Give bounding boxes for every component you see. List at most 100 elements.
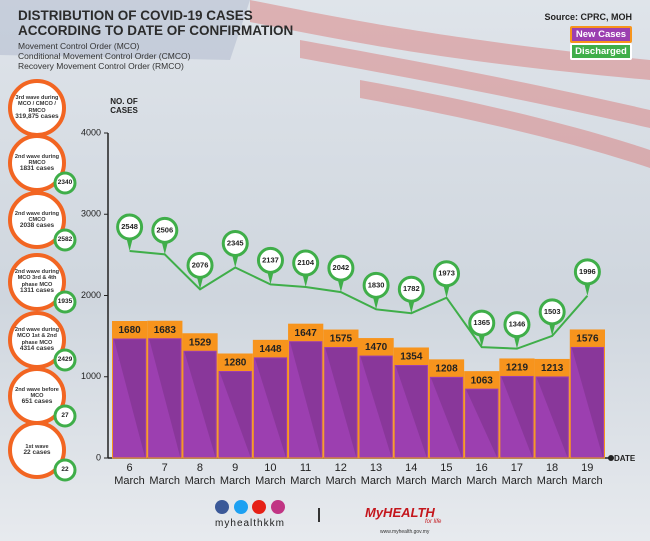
x-tick-label: 17 March bbox=[501, 462, 533, 487]
wave-info: 1st wave 22 cases bbox=[13, 444, 61, 457]
point bbox=[116, 213, 144, 241]
wave-cases: 22 cases bbox=[23, 448, 51, 456]
bar-value-label: 1063 bbox=[471, 375, 494, 386]
x-tick-label: 11 March bbox=[290, 462, 321, 487]
point bbox=[503, 311, 531, 339]
discharged-badge bbox=[53, 228, 77, 252]
bar-label-box bbox=[147, 321, 182, 339]
bar bbox=[323, 329, 359, 459]
discharged-badge bbox=[53, 458, 77, 482]
x-tick-label: 8 March bbox=[184, 462, 216, 487]
bar-value-label: 1470 bbox=[365, 342, 388, 353]
bar-label-box bbox=[253, 340, 288, 358]
bar-value-label: 1208 bbox=[435, 363, 458, 374]
wave-cases: 1831 cases bbox=[19, 165, 55, 173]
bar-value-label: 1680 bbox=[118, 325, 141, 336]
x-tick-label: 15 March bbox=[431, 462, 462, 487]
point bbox=[538, 298, 566, 326]
point-label: 2548 bbox=[121, 222, 138, 231]
bar-shade bbox=[149, 339, 181, 458]
bar-label-box bbox=[323, 330, 358, 348]
wave-cases: 651 cases bbox=[21, 398, 53, 406]
point bbox=[151, 216, 179, 244]
bar-label-box bbox=[535, 359, 570, 377]
point-label: 1782 bbox=[403, 284, 420, 293]
point-label: 2042 bbox=[333, 263, 350, 272]
x-tick-label: 16 March bbox=[466, 462, 497, 487]
bar-shade bbox=[219, 372, 251, 458]
bar-shade bbox=[360, 356, 392, 458]
discharged-badge bbox=[53, 348, 77, 372]
point-label: 2345 bbox=[227, 238, 244, 247]
y-axis-label: NO. OF CASES bbox=[110, 97, 138, 115]
discharged-value: 2429 bbox=[57, 356, 73, 363]
wave-info: 2nd wave before MCO 651 cases bbox=[13, 387, 61, 406]
point-label: 1503 bbox=[544, 307, 561, 316]
title: ACCORDING TO DATE OF CONFIRMATION bbox=[18, 23, 294, 38]
x-tick-label: 19 March bbox=[572, 462, 603, 487]
legend-item: New Cases bbox=[570, 26, 632, 43]
bar-label-box bbox=[182, 333, 218, 351]
axis-end bbox=[608, 455, 614, 461]
wave-label: 2nd wave during CMCO bbox=[14, 210, 60, 223]
wave-circle bbox=[8, 421, 66, 479]
x-tick-label: 18 March bbox=[536, 462, 568, 487]
point-label: 2506 bbox=[156, 225, 173, 234]
discharged-value: 27 bbox=[61, 412, 69, 419]
bar-value-label: 1448 bbox=[259, 344, 282, 355]
point-label: 2137 bbox=[262, 255, 279, 264]
point-label: 2076 bbox=[192, 260, 209, 269]
bar-label-box bbox=[394, 347, 429, 365]
x-tick-label: 10 March bbox=[255, 462, 286, 487]
point bbox=[362, 271, 390, 299]
point-label: 1973 bbox=[438, 269, 455, 278]
point-label: 1365 bbox=[473, 318, 490, 327]
bar-shade bbox=[501, 376, 533, 458]
bar bbox=[112, 321, 148, 459]
bar-label-box bbox=[570, 329, 605, 347]
y-tick-label: 2000 bbox=[81, 290, 101, 300]
wave-circle bbox=[8, 253, 66, 311]
x-tick-label: 9 March bbox=[219, 462, 251, 487]
wave-info: 2nd wave during MCO 1st & 2nd phase MCO 4… bbox=[13, 327, 61, 353]
bar-label-box bbox=[218, 354, 253, 371]
bar-shade bbox=[571, 347, 603, 458]
y-tick-label: 3000 bbox=[81, 209, 101, 219]
source: Source: CPRC, MOH bbox=[544, 12, 632, 22]
note: Movement Control Order (MCO) bbox=[18, 41, 140, 51]
bar bbox=[182, 333, 218, 459]
bar-value-label: 1575 bbox=[330, 334, 353, 345]
wave-label: 2nd wave before MCO bbox=[15, 386, 59, 399]
title: DISTRIBUTION OF COVID-19 CASES bbox=[18, 8, 253, 23]
discharged-value: 1935 bbox=[57, 298, 73, 305]
wave-cases: 2038 cases bbox=[19, 222, 55, 230]
wave-circle bbox=[8, 191, 66, 249]
wave-info: 2nd wave during MCO 3rd & 4th phase MCO 1… bbox=[13, 269, 61, 295]
bar-value-label: 1219 bbox=[506, 363, 529, 374]
bar-shade bbox=[254, 358, 287, 458]
bar-value-label: 1354 bbox=[400, 352, 423, 363]
x-tick-label: 14 March bbox=[395, 462, 427, 487]
bar-value-label: 1529 bbox=[189, 337, 212, 348]
bar bbox=[358, 338, 394, 459]
discharged-badge bbox=[53, 290, 77, 314]
point bbox=[256, 246, 284, 274]
legend-item: Discharged bbox=[570, 43, 632, 60]
wave-info: 3rd wave during MCO / CMCO / RMCO 319,875… bbox=[13, 95, 61, 121]
footer-brand: MyHEALTH bbox=[365, 505, 435, 520]
wave-cases: 1311 cases bbox=[20, 287, 54, 295]
bar-value-label: 1280 bbox=[224, 358, 247, 369]
x-tick-label: 12 March bbox=[325, 462, 357, 487]
bar-value-label: 1213 bbox=[541, 363, 564, 374]
divider bbox=[318, 508, 320, 522]
point-label: 1346 bbox=[509, 320, 526, 329]
x-tick-label: 7 March bbox=[149, 462, 180, 487]
footer-tagline: for life bbox=[425, 519, 442, 525]
bar bbox=[147, 320, 183, 459]
point-label: 1996 bbox=[579, 267, 596, 276]
note: Recovery Movement Control Order (RMCO) bbox=[18, 61, 184, 71]
footer-url: www.myhealth.gov.my bbox=[380, 529, 430, 535]
y-tick-label: 1000 bbox=[81, 371, 101, 381]
bar-value-label: 1576 bbox=[576, 334, 599, 345]
point bbox=[468, 309, 496, 337]
